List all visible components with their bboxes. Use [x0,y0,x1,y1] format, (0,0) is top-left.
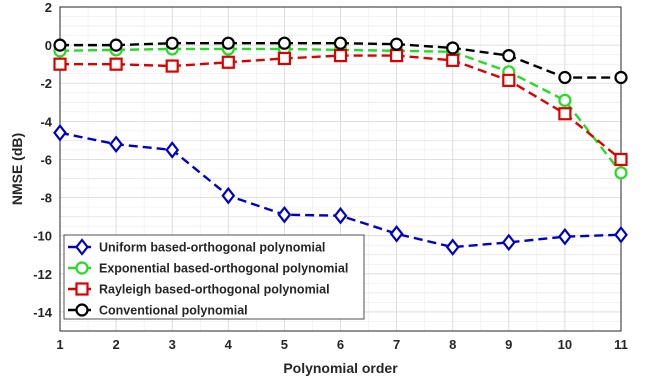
axes: 1 2 3 4 5 6 7 8 9 10 11 2 0 -2 -4 -6 -8 -10 -12 -14 [33,0,628,352]
x-tick-label: 11 [614,337,628,352]
conventional-data-point [221,36,235,50]
x-axis-label: Polynomial order [283,360,398,376]
y-tick-label: -8 [40,191,52,206]
x-tick-label: 2 [112,337,119,352]
conventional-data-point [277,36,291,50]
x-tick-label: 5 [281,337,288,352]
uniform-legend-marker [75,238,89,256]
conventional-data-point [53,38,67,52]
rayleigh-legend-label: Rayleigh based-orthogonal polynomial [99,283,330,297]
uniform-data-point [389,225,404,243]
rayleigh-data-point [165,59,179,73]
y-tick-label: -6 [40,152,52,167]
uniform-legend-label: Uniform based-orthogonal polynomial [99,241,325,255]
rayleigh-data-point [53,57,67,71]
conventional-data-point [109,38,123,52]
rayleigh-data-point [614,152,628,167]
uniform-data-point [501,233,516,252]
uniform-data-point [221,186,236,205]
rayleigh-data-point [333,48,348,63]
y-tick-label: -10 [33,229,52,244]
rayleigh-data-point [277,51,291,66]
conventional-legend-label: Conventional polynomial [99,304,248,318]
conventional-data-point [333,36,348,50]
y-tick-label: -12 [33,267,52,282]
conventional-data-point [165,36,179,50]
y-tick-label: -2 [40,76,52,91]
rayleigh-data-point [109,57,123,71]
x-tick-label: 10 [558,337,572,352]
uniform-data-point [614,225,628,244]
rayleigh-legend-marker [75,282,89,296]
x-tick-label: 9 [505,337,512,352]
conventional-legend-marker [75,303,89,317]
x-tick-label: 7 [393,337,400,352]
uniform-data-point [558,227,572,246]
conventional-data-point [390,37,404,51]
rayleigh-data-point [221,55,235,69]
y-tick-label: 0 [45,38,52,53]
conventional-data-point [614,70,628,85]
uniform-data-point [277,205,292,224]
x-tick-label: 6 [337,337,344,352]
conventional-data-point [502,48,516,63]
uniform-data-point [109,135,123,154]
x-tick-label: 4 [225,337,233,352]
uniform-data-point [165,141,180,159]
conventional-data-point [446,41,460,55]
legend-box [63,234,365,320]
x-tick-label: 8 [449,337,456,352]
uniform-data-point [445,238,460,256]
rayleigh-data-point [558,107,572,121]
y-tick-label: 2 [45,0,52,15]
exponential-legend-label: Exponential based-orthogonal polynomial [99,262,348,276]
rayleigh-data-point [390,48,404,63]
rayleigh-data-point [502,73,516,87]
exponential-data-point [614,166,628,180]
x-tick-label: 1 [56,337,63,352]
rayleigh-data-point [446,53,460,67]
y-tick-label: -4 [40,114,52,129]
x-tick-label: 3 [169,337,176,352]
y-axis-label: NMSE (dB) [9,133,25,205]
legend: Uniform based-orthogonal polynomial Expon… [63,234,365,320]
series-group [53,36,628,256]
conventional-data-point [558,70,572,85]
y-tick-label: -14 [33,305,53,320]
uniform-data-point [53,124,67,142]
uniform-data-point [333,206,348,225]
exponential-data-point [558,93,572,107]
exponential-legend-marker [75,261,89,275]
